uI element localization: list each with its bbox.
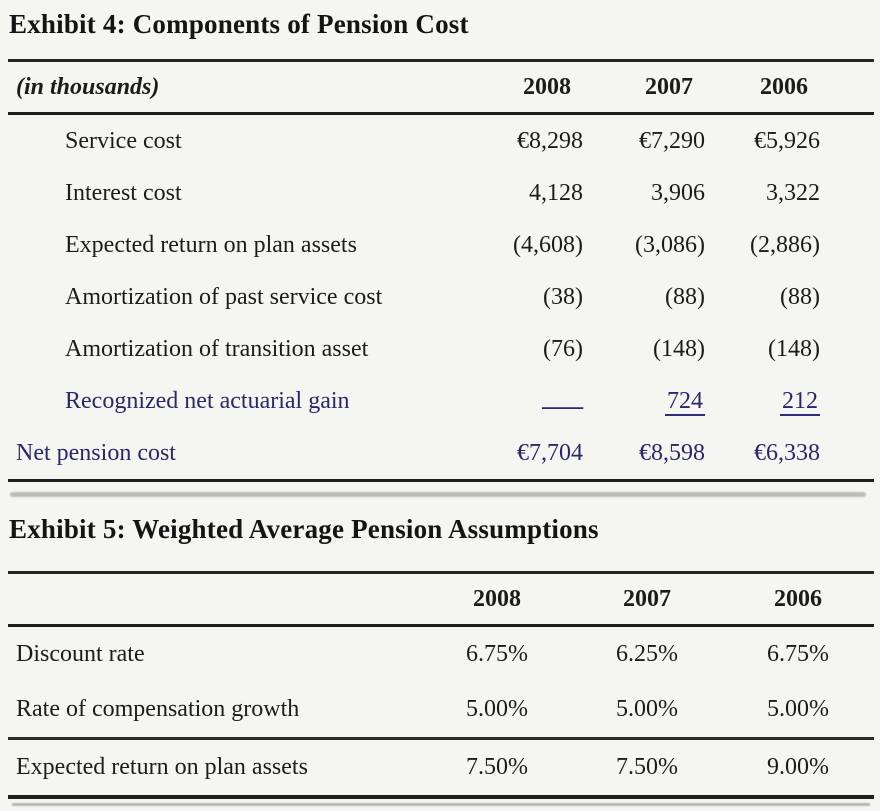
exhibit5-body: Discount rate 6.75% 6.25% 6.75% Rate of … — [8, 627, 874, 799]
exhibit5-table: 2008 2007 2006 Discount rate 6.75% 6.25%… — [8, 571, 874, 799]
cell-value: (148) — [653, 335, 705, 362]
year-header-2008: 2008 — [473, 585, 521, 612]
table-row-amortization-past-service: Amortization of past service cost (38) (… — [8, 271, 874, 323]
cell-value: 5.00% — [466, 696, 528, 722]
cell-value: 9.00% — [767, 754, 829, 780]
table-row-interest-cost: Interest cost 4,128 3,906 3,322 — [8, 167, 874, 219]
unit-label: (in thousands) — [16, 73, 160, 100]
cell-value: — — [471, 388, 583, 420]
row-label: Amortization of transition asset — [65, 335, 369, 362]
row-label: Service cost — [65, 127, 182, 154]
cell-value: (4,608) — [513, 231, 583, 258]
cell-value: 5.00% — [616, 696, 678, 722]
row-label: Rate of compensation growth — [16, 696, 300, 722]
cell-value: 6.75% — [767, 641, 829, 667]
cell-value: (88) — [780, 283, 820, 310]
exhibit4-header-row: (in thousands) 2008 2007 2006 — [8, 62, 874, 115]
cell-value: 6.75% — [466, 641, 528, 667]
cell-value: €6,338 — [754, 439, 820, 466]
dash-placeholder: — — [542, 393, 583, 420]
table-row-service-cost: Service cost €8,298 €7,290 €5,926 — [8, 115, 874, 167]
cell-value: 3,906 — [651, 179, 705, 206]
exhibit5-title: Exhibit 5: Weighted Average Pension Assu… — [9, 514, 599, 544]
scan-smudge-line — [12, 803, 870, 806]
exhibit-5-section: Exhibit 5: Weighted Average Pension Assu… — [0, 497, 880, 806]
cell-value: (76) — [543, 335, 583, 362]
row-label: Interest cost — [65, 179, 182, 206]
scan-smudge-line — [10, 492, 866, 497]
cell-value: 7.50% — [616, 754, 678, 780]
cell-value: €7,290 — [639, 127, 705, 154]
table-row-discount-rate: Discount rate 6.75% 6.25% 6.75% — [8, 627, 874, 682]
cell-value: (3,086) — [635, 231, 705, 258]
cell-value: €5,926 — [754, 127, 820, 154]
exhibit4-table: (in thousands) 2008 2007 2006 Service co… — [8, 59, 874, 482]
row-label: Net pension cost — [16, 439, 176, 466]
exhibit5-header-row: 2008 2007 2006 — [8, 574, 874, 627]
table-row-expected-return: Expected return on plan assets (4,608) (… — [8, 219, 874, 271]
row-label: Expected return on plan assets — [65, 231, 357, 258]
year-header-2006: 2006 — [760, 73, 808, 100]
table-row-expected-return-assumption: Expected return on plan assets 7.50% 7.5… — [8, 737, 874, 795]
cell-value: €7,704 — [517, 439, 583, 466]
table-row-compensation-growth: Rate of compensation growth 5.00% 5.00% … — [8, 682, 874, 737]
cell-value: 6.25% — [616, 641, 678, 667]
row-label: Amortization of past service cost — [65, 283, 383, 310]
year-header-2007: 2007 — [623, 585, 671, 612]
cell-value: 212 — [780, 387, 820, 416]
row-label: Expected return on plan assets — [16, 754, 308, 780]
cell-value: (88) — [665, 283, 705, 310]
row-label: Recognized net actuarial gain — [65, 387, 350, 414]
cell-value: 4,128 — [529, 179, 583, 206]
table-row-amortization-transition: Amortization of transition asset (76) (1… — [8, 323, 874, 375]
cell-value: 724 — [665, 387, 705, 416]
year-header-2008: 2008 — [523, 73, 571, 100]
cell-value: €8,598 — [639, 439, 705, 466]
year-header-2007: 2007 — [645, 73, 693, 100]
cell-value: (2,886) — [750, 231, 820, 258]
cell-value: (38) — [543, 283, 583, 310]
year-header-2006: 2006 — [774, 585, 822, 612]
cell-value: 7.50% — [466, 754, 528, 780]
exhibit4-title: Exhibit 4: Components of Pension Cost — [9, 9, 469, 39]
exhibit-4-section: Exhibit 4: Components of Pension Cost (i… — [8, 9, 874, 497]
table-row-net-pension-cost: Net pension cost €7,704 €8,598 €6,338 — [8, 427, 874, 479]
cell-value: 3,322 — [766, 179, 820, 206]
table-row-recognized-actuarial-gain: Recognized net actuarial gain — 724 212 — [8, 375, 874, 427]
cell-value: €8,298 — [517, 127, 583, 154]
cell-value: (148) — [768, 335, 820, 362]
exhibit4-body: Service cost €8,298 €7,290 €5,926 Intere… — [8, 115, 874, 482]
cell-value: 5.00% — [767, 696, 829, 722]
row-label: Discount rate — [16, 641, 145, 667]
